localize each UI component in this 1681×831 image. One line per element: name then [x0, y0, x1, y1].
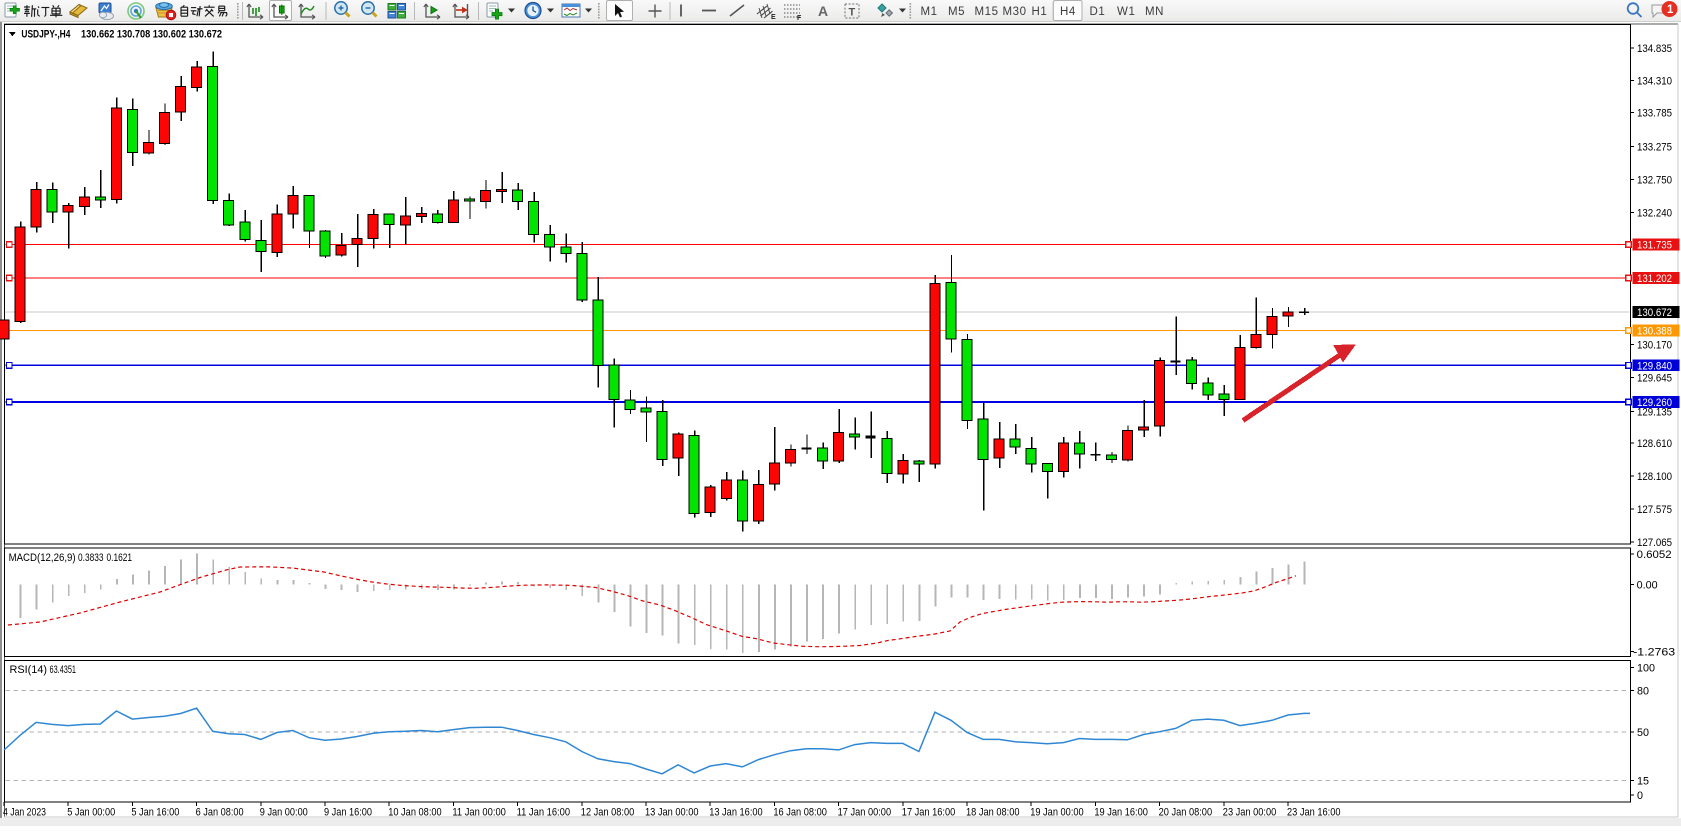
svg-text:H1: H1 — [1032, 6, 1048, 18]
svg-text:19 Jan 00:00: 19 Jan 00:00 — [1030, 807, 1084, 819]
svg-text:18 Jan 08:00: 18 Jan 08:00 — [966, 807, 1020, 819]
svg-text:W1: W1 — [1117, 6, 1135, 18]
svg-text:23 Jan 16:00: 23 Jan 16:00 — [1287, 807, 1341, 819]
svg-text:127.575: 127.575 — [1637, 504, 1672, 516]
svg-text:130.672: 130.672 — [1637, 307, 1672, 319]
svg-text:131.202: 131.202 — [1637, 273, 1672, 285]
svg-text:50: 50 — [1637, 727, 1649, 739]
svg-text:USDJPY-,H4: USDJPY-,H4 — [21, 29, 70, 41]
svg-text:M5: M5 — [948, 6, 965, 18]
svg-text:RSI(14): RSI(14) — [10, 664, 48, 676]
svg-text:129.645: 129.645 — [1637, 372, 1672, 384]
svg-text:15: 15 — [1637, 776, 1649, 788]
svg-text:131.735: 131.735 — [1637, 240, 1672, 252]
svg-text:0: 0 — [1637, 790, 1643, 802]
svg-text:17 Jan 16:00: 17 Jan 16:00 — [902, 807, 956, 819]
svg-text:M30: M30 — [1003, 6, 1027, 18]
svg-text:132.750: 132.750 — [1637, 174, 1672, 186]
svg-text:0.3833: 0.3833 — [78, 552, 104, 564]
svg-text:9 Jan 16:00: 9 Jan 16:00 — [324, 807, 372, 819]
svg-text:129.840: 129.840 — [1637, 360, 1672, 372]
svg-text:E: E — [771, 14, 776, 21]
svg-text:6 Jan 08:00: 6 Jan 08:00 — [196, 807, 244, 819]
svg-text:11 Jan 00:00: 11 Jan 00:00 — [452, 807, 506, 819]
svg-text:127.065: 127.065 — [1637, 537, 1672, 549]
svg-text:20 Jan 08:00: 20 Jan 08:00 — [1159, 807, 1213, 819]
svg-text:63.4351: 63.4351 — [50, 664, 77, 676]
svg-text:11 Jan 16:00: 11 Jan 16:00 — [517, 807, 571, 819]
svg-text:128.610: 128.610 — [1637, 438, 1672, 450]
svg-text:10 Jan 08:00: 10 Jan 08:00 — [388, 807, 442, 819]
svg-text:4 Jan 2023: 4 Jan 2023 — [3, 807, 46, 819]
svg-text:23 Jan 00:00: 23 Jan 00:00 — [1223, 807, 1277, 819]
svg-text:MN: MN — [1145, 6, 1164, 18]
svg-text:134.835: 134.835 — [1637, 43, 1672, 55]
svg-text:130.170: 130.170 — [1637, 340, 1672, 352]
svg-text:0.00: 0.00 — [1637, 580, 1658, 592]
svg-text:130.662 130.708 130.602 130.67: 130.662 130.708 130.602 130.672 — [81, 29, 222, 41]
svg-text:F: F — [797, 15, 802, 22]
svg-text:128.100: 128.100 — [1637, 471, 1672, 483]
svg-text:133.785: 133.785 — [1637, 108, 1672, 120]
svg-text:H4: H4 — [1060, 6, 1076, 18]
svg-text:1: 1 — [1667, 4, 1674, 16]
svg-text:MACD(12,26,9): MACD(12,26,9) — [9, 552, 76, 564]
svg-text:130.388: 130.388 — [1637, 326, 1672, 338]
svg-text:19 Jan 16:00: 19 Jan 16:00 — [1094, 807, 1148, 819]
svg-text:-1.2763: -1.2763 — [1633, 647, 1675, 659]
svg-text:A: A — [818, 3, 828, 19]
svg-text:129.260: 129.260 — [1637, 397, 1672, 409]
svg-text:0.1621: 0.1621 — [107, 552, 133, 564]
svg-text:M15: M15 — [975, 6, 999, 18]
svg-text:D1: D1 — [1090, 6, 1106, 18]
svg-text:129.135: 129.135 — [1637, 407, 1672, 419]
svg-text:13 Jan 16:00: 13 Jan 16:00 — [709, 807, 763, 819]
svg-text:M1: M1 — [921, 6, 938, 18]
svg-text:16 Jan 08:00: 16 Jan 08:00 — [773, 807, 827, 819]
svg-text:12 Jan 08:00: 12 Jan 08:00 — [581, 807, 635, 819]
svg-text:132.240: 132.240 — [1637, 207, 1672, 219]
svg-text:80: 80 — [1637, 686, 1649, 698]
svg-text:17 Jan 00:00: 17 Jan 00:00 — [838, 807, 892, 819]
svg-text:5 Jan 00:00: 5 Jan 00:00 — [67, 807, 115, 819]
svg-text:5 Jan 16:00: 5 Jan 16:00 — [131, 807, 179, 819]
svg-text:T: T — [849, 7, 856, 19]
svg-text:100: 100 — [1637, 663, 1655, 675]
svg-text:13 Jan 00:00: 13 Jan 00:00 — [645, 807, 699, 819]
svg-text:133.275: 133.275 — [1637, 141, 1672, 153]
svg-text:134.310: 134.310 — [1637, 75, 1672, 87]
svg-text:0.6052: 0.6052 — [1637, 549, 1672, 561]
svg-text:9 Jan 00:00: 9 Jan 00:00 — [260, 807, 308, 819]
